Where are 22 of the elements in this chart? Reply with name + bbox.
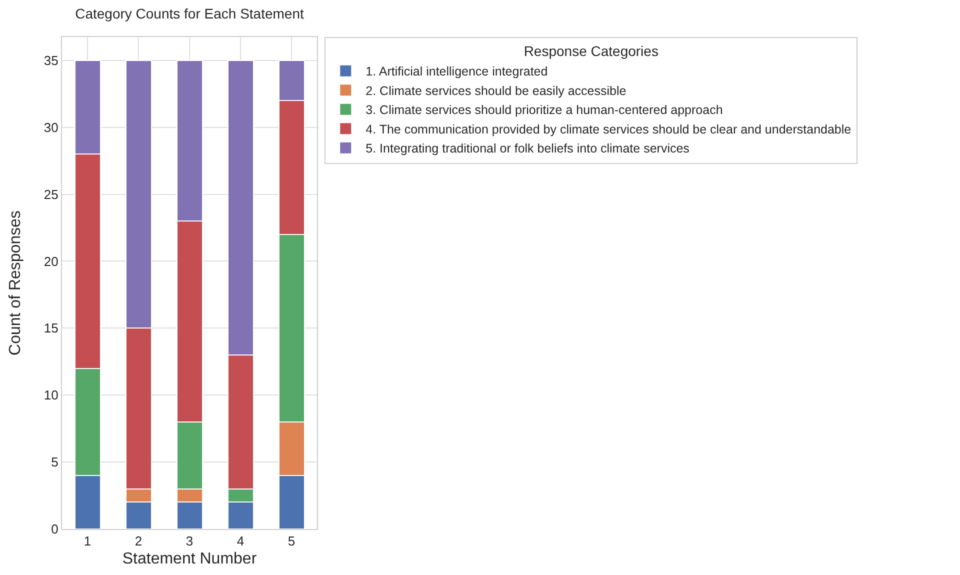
- y-tick-label: 30: [44, 120, 58, 135]
- x-tick-label: 1: [84, 534, 92, 549]
- legend-label: 5. Integrating traditional or folk beliefs into climate services: [366, 142, 690, 156]
- legend-label: 4. The communication provided by climate services should be clear and understandable: [366, 122, 852, 136]
- x-tick-label: 2: [134, 534, 142, 549]
- legend-label: 1. Artificial intelligence integrated: [366, 64, 548, 79]
- y-axis-title: Count of Responses: [7, 210, 24, 356]
- y-tick-label: 20: [44, 254, 58, 269]
- y-tick-label: 5: [51, 454, 58, 470]
- legend-label: 3. Climate services should prioritize a human-centered approach: [366, 103, 723, 118]
- x-axis-title: Statement Number: [122, 550, 258, 568]
- legend-label: 2. Climate services should be easily accessible: [366, 84, 626, 98]
- y-tick-label: 35: [44, 52, 58, 68]
- y-tick-label: 25: [44, 186, 58, 202]
- chart-title: Category Counts for Each Statement: [75, 5, 304, 22]
- legend-title: Response Categories: [524, 43, 658, 60]
- x-tick-label: 3: [186, 534, 194, 549]
- y-tick-label: 10: [44, 388, 58, 403]
- x-tick-label: 5: [288, 534, 296, 549]
- y-tick-label: 0: [51, 522, 58, 537]
- y-tick-label: 15: [44, 320, 58, 336]
- x-tick-label: 4: [236, 534, 244, 549]
